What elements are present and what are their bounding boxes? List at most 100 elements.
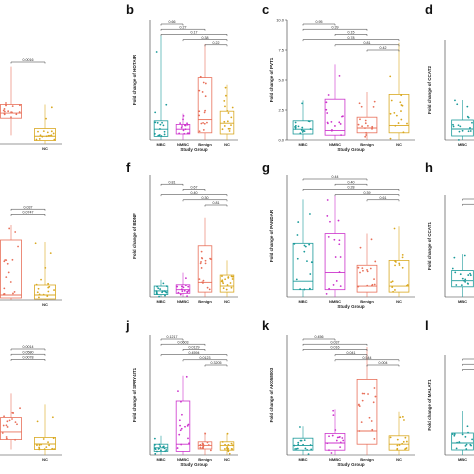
p-bracket-a [10,61,46,64]
point-g [297,221,300,223]
point-g [362,269,364,272]
point-c [294,124,297,127]
point-i [16,423,18,426]
p-value-g: 0.28 [348,186,355,190]
box-k-Benign [356,378,378,445]
point-l [471,438,473,441]
y-tick-label-c: 5.0 [278,77,284,82]
x-tick-label-e: NC [42,302,48,307]
point-f [202,279,205,282]
point-f [206,286,209,289]
box-b-NC [219,110,235,135]
point-b [184,128,187,131]
point-j [230,442,233,445]
point-d [461,129,464,132]
point-b [198,130,201,133]
point-j [223,448,226,450]
point-b [231,106,234,109]
point-h [460,284,463,287]
point-b [230,124,232,127]
point-c [364,127,366,129]
point-b [223,100,226,102]
point-f [156,285,159,288]
point-g [325,292,328,295]
point-b [163,130,166,133]
point-i [36,444,38,447]
point-c [389,112,392,115]
point-e [49,252,52,255]
x-tick-label-g: NMBC [329,299,341,304]
point-a [10,116,12,119]
x-tick-label-c: NC [396,142,402,147]
point-k [404,436,407,439]
point-d [454,99,456,102]
point-j [188,442,190,445]
x-tick-label-f: NMBC [177,299,189,304]
point-c [330,120,333,123]
point-k [299,439,302,442]
point-h [451,267,454,270]
point-e [2,293,5,296]
point-g [329,220,331,223]
point-f [201,257,204,260]
point-k [330,452,333,454]
point-g [335,280,338,282]
point-g [299,288,302,291]
point-b [159,128,161,130]
point-c [308,120,311,123]
x-axis-label-b: Study Group [180,147,207,152]
point-c [371,125,374,128]
point-k [326,442,329,445]
point-i [3,415,5,418]
point-c [397,122,400,124]
p-value-b: 0.22 [213,41,220,45]
point-c [364,122,367,125]
point-g [308,243,311,246]
point-b [182,118,184,121]
p-value-k: 0.544 [363,356,372,360]
point-g [366,284,369,287]
point-i [52,437,55,440]
point-k [405,447,408,449]
point-i [40,443,43,446]
p-value-f: 0.81 [169,180,176,184]
p-value-k: 0.456 [315,335,324,339]
point-k [297,441,300,444]
point-k [373,437,376,440]
p-bracket-e [10,208,46,211]
point-k [341,437,344,439]
point-g [401,266,404,269]
box-f-MBC [153,285,169,295]
x-tick-label-b: MBC [156,142,165,147]
point-a [7,110,10,113]
point-f [159,288,162,290]
point-f [221,275,223,277]
p-value-c: 0.78 [348,36,355,40]
p-value-k: 0.037 [331,340,340,344]
point-b [183,132,186,135]
point-j [163,447,166,450]
point-k [374,395,377,398]
p-bracket-c [334,34,368,36]
point-b [199,75,202,78]
box-c-NC [388,94,410,134]
p-bracket-c [302,28,368,31]
x-tick-label-b: Benign [198,142,212,147]
point-k [370,420,373,422]
p-bracket-b [160,34,228,36]
p-value-f: 0.67 [191,186,198,190]
point-g [366,268,368,271]
point-c [326,112,329,114]
point-f [229,282,232,284]
point-d [469,130,472,132]
point-b [206,121,208,124]
p-bracket-g [366,199,400,202]
p-bracket-b [160,23,184,26]
point-f [186,290,189,293]
point-e [7,271,10,274]
point-j [176,447,179,449]
point-l [467,431,469,434]
point-j [154,452,157,455]
y-tick-label-c: 0.0 [278,137,284,142]
